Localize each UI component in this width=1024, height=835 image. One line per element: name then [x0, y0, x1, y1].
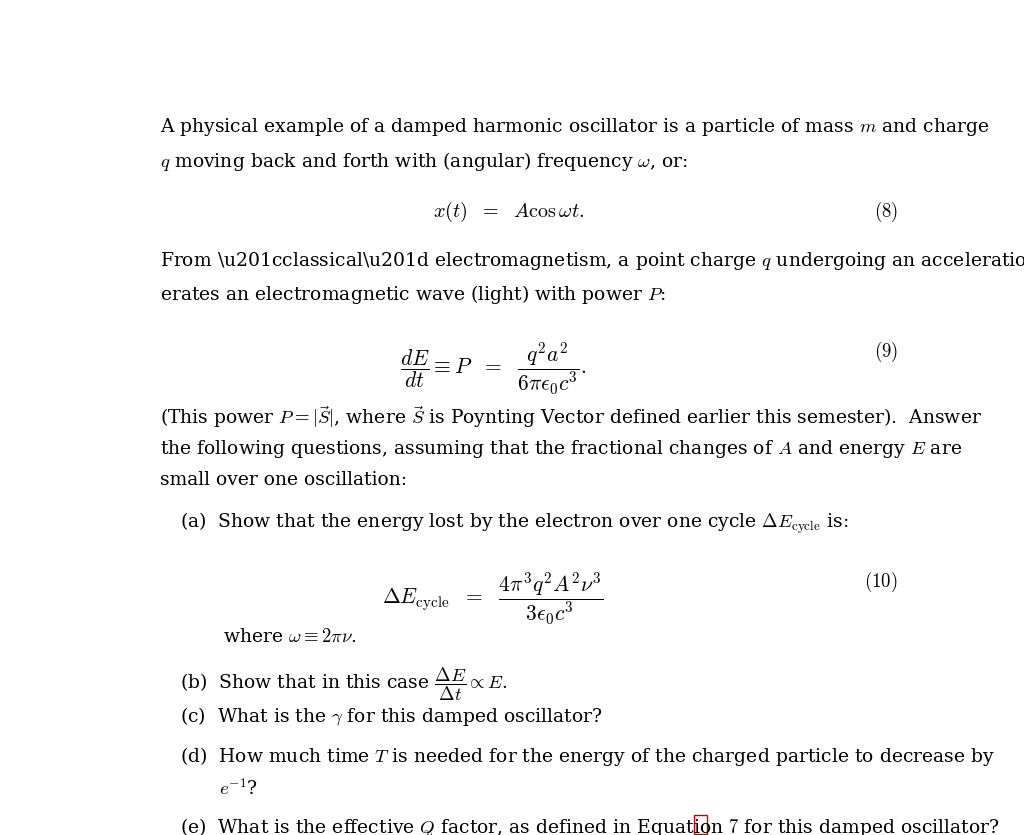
Text: $\dfrac{dE}{dt} \equiv P\ \ =\ \ \dfrac{q^2 a^2}{6\pi\epsilon_0 c^3}.$: $\dfrac{dE}{dt} \equiv P\ \ =\ \ \dfrac{…	[399, 340, 587, 397]
Text: (This power $P = |\vec{S}|$, where $\vec{S}$ is Poynting Vector defined earlier : (This power $P = |\vec{S}|$, where $\vec…	[160, 404, 982, 430]
Text: (d)  How much time $T$ is needed for the energy of the charged particle to decre: (d) How much time $T$ is needed for the …	[179, 745, 994, 768]
Text: erates an electromagnetic wave (light) with power $P$:: erates an electromagnetic wave (light) w…	[160, 283, 666, 306]
Text: small over one oscillation:: small over one oscillation:	[160, 471, 407, 489]
Text: $e^{-1}$?: $e^{-1}$?	[219, 778, 258, 799]
Text: (a)  Show that the energy lost by the electron over one cycle $\Delta E_{\mathrm: (a) Show that the energy lost by the ele…	[179, 511, 848, 536]
Bar	[694, 814, 708, 834]
Text: $(8)$: $(8)$	[873, 200, 898, 224]
Text: $\Delta E_{\mathrm{cycle}}\ \ =\ \ \dfrac{4\pi^3 q^2 A^2 \nu^3}{3\epsilon_0 c^3}: $\Delta E_{\mathrm{cycle}}\ \ =\ \ \dfra…	[382, 570, 604, 627]
Text: From \u201cclassical\u201d electromagnetism, a point charge $q$ undergoing an ac: From \u201cclassical\u201d electromagnet…	[160, 250, 1024, 272]
Text: (c)  What is the $\gamma$ for this damped oscillator?: (c) What is the $\gamma$ for this damped…	[179, 706, 602, 728]
Text: $(9)$: $(9)$	[873, 340, 898, 364]
Text: (b)  Show that in this case $\dfrac{\Delta E}{\Delta t} \propto E$.: (b) Show that in this case $\dfrac{\Delt…	[179, 665, 507, 703]
Text: $(10)$: $(10)$	[864, 570, 898, 595]
Text: $x(t)\ \ =\ \ A\cos\omega t.$: $x(t)\ \ =\ \ A\cos\omega t.$	[433, 200, 585, 224]
Text: the following questions, assuming that the fractional changes of $A$ and energy : the following questions, assuming that t…	[160, 438, 962, 460]
Text: (e)  What is the effective $Q$ factor, as defined in Equation $7$ for this dampe: (e) What is the effective $Q$ factor, as…	[179, 816, 999, 835]
Text: where $\omega \equiv 2\pi\nu$.: where $\omega \equiv 2\pi\nu$.	[223, 628, 356, 646]
Text: A physical example of a damped harmonic oscillator is a particle of mass $m$ and: A physical example of a damped harmonic …	[160, 116, 989, 139]
Text: $q$ moving back and forth with (angular) frequency $\omega$, or:: $q$ moving back and forth with (angular)…	[160, 149, 688, 173]
